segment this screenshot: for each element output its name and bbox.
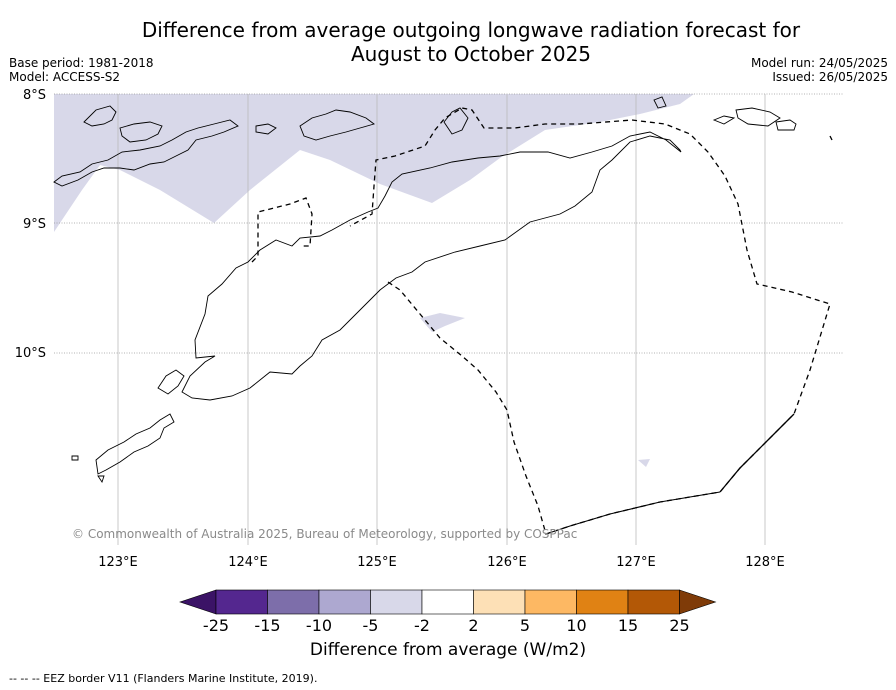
savu-coastline (95, 413, 175, 475)
model-name: Model: ACCESS-S2 (9, 70, 121, 84)
islet-coastline (299, 109, 375, 141)
colorbar-tick-label: 15 (618, 616, 638, 635)
title-line-1: Difference from average outgoing longwav… (141, 18, 801, 42)
issued-date: Issued: 26/05/2025 (772, 70, 888, 84)
title-line-2: August to October 2025 (350, 42, 592, 66)
chart-title: Difference from average outgoing longwav… (0, 18, 896, 66)
rote-coastline (157, 369, 185, 395)
colorbar-extend-low (179, 589, 217, 615)
eez-border-line (349, 107, 831, 535)
colorbar-segment (473, 589, 526, 615)
eez-footnote: -- -- -- EEZ border V11 (Flanders Marine… (9, 672, 318, 685)
islet-coastline (775, 119, 797, 131)
atauro-coastline (119, 121, 163, 143)
alor-coastline (83, 105, 117, 127)
colorbar-segment (267, 589, 320, 615)
colorbar-tick-label: 5 (520, 616, 530, 635)
base-period: Base period: 1981-2018 (9, 56, 154, 70)
gridlines (54, 93, 843, 545)
wetar-coastline (53, 119, 239, 187)
lat-labels: 8°S 9°S 10°S (15, 88, 46, 361)
lon-labels: 123°E 124°E 125°E 126°E 127°E 128°E (98, 555, 785, 570)
eez-border-line (251, 197, 313, 263)
islet-coastline (255, 123, 277, 135)
model-run: Model run: 24/05/2025 (750, 56, 888, 70)
colorbar-tick-label: -25 (203, 616, 229, 635)
colorbar-label: Difference from average (W/m2) (309, 640, 587, 660)
meta-right: Model run: 24/05/2025 Issued: 26/05/2025 (751, 56, 888, 84)
lon-label-127e: 127°E (616, 555, 656, 570)
colorbar-tick-label: -2 (414, 616, 430, 635)
colorbar-segment (627, 589, 680, 615)
eez-border (251, 107, 833, 535)
lon-label-124e: 124°E (228, 555, 268, 570)
colorbar-tick-label: 25 (669, 616, 689, 635)
eez-border-line (719, 413, 795, 493)
lon-label-128e: 128°E (745, 555, 785, 570)
colorbar-segment (421, 589, 474, 615)
lat-label-8s: 8°S (23, 88, 46, 103)
colorbar-segment (215, 589, 268, 615)
lat-label-10s: 10°S (15, 346, 46, 361)
lon-label-125e: 125°E (357, 555, 397, 570)
negative-anomaly-patch (638, 459, 650, 467)
timor-island-coastline (181, 131, 682, 401)
map-panel (53, 93, 843, 545)
islet-coastline (653, 96, 667, 109)
colorbar-extend-high (679, 589, 717, 615)
eez-border-line (545, 491, 721, 535)
eez-border-line (829, 135, 833, 141)
coastlines (53, 96, 797, 484)
islet-coastline (712, 115, 736, 125)
colorbar-segment (318, 589, 371, 615)
colorbar-tick-label: 10 (566, 616, 586, 635)
islet-coastline (735, 107, 781, 127)
islet-coastline (97, 475, 105, 484)
lon-label-123e: 123°E (98, 555, 138, 570)
colorbar-segment (524, 589, 577, 615)
colorbar-segment (370, 589, 423, 615)
islet-coastline (443, 107, 469, 135)
colorbar-tick-label: -5 (363, 616, 379, 635)
copyright-notice: © Commonwealth of Australia 2025, Bureau… (72, 527, 578, 541)
lat-label-9s: 9°S (23, 217, 46, 232)
islet-coastline (71, 455, 79, 461)
colorbar-segment (576, 589, 629, 615)
colorbar: -25 -15 -10 -5 -2 2 5 10 15 25 (179, 589, 717, 635)
colorbar-tick-label: 2 (468, 616, 478, 635)
lon-label-126e: 126°E (487, 555, 527, 570)
negative-anomaly-region (54, 94, 694, 232)
colorbar-tick-label: -10 (306, 616, 332, 635)
meta-left: Base period: 1981-2018 Model: ACCESS-S2 (9, 56, 154, 84)
colorbar-tick-label: -15 (254, 616, 280, 635)
